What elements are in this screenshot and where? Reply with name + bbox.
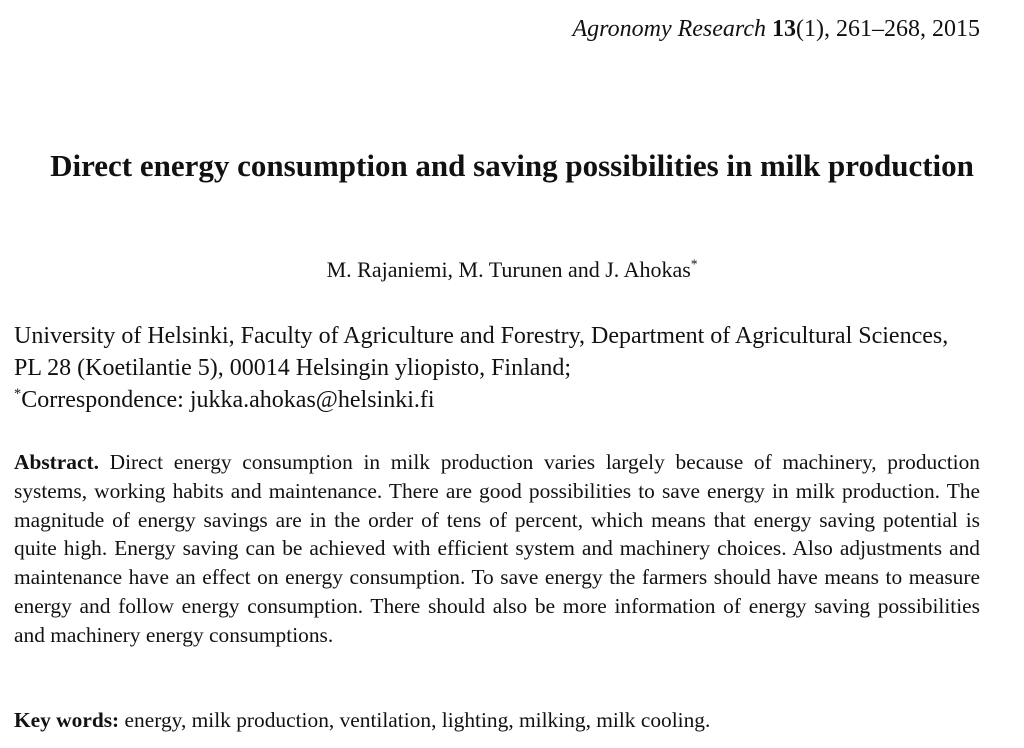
journal-name: Agronomy Research <box>572 16 767 42</box>
issue-pages-year: (1), 261–268, 2015 <box>796 16 980 42</box>
title: Direct energy consumption and saving pos… <box>50 148 974 183</box>
journal-header: Agronomy Research 13(1), 261–268, 2015 <box>573 16 980 43</box>
abstract: Abstract. Direct energy consumption in m… <box>14 448 980 650</box>
abstract-text: Direct energy consumption in milk produc… <box>14 450 980 647</box>
volume: 13 <box>772 16 797 42</box>
abstract-label: Abstract. <box>14 450 99 474</box>
affiliation: University of Helsinki, Faculty of Agric… <box>14 320 980 416</box>
affiliation-text: University of Helsinki, Faculty of Agric… <box>14 323 949 381</box>
correspondence-mark: * <box>14 386 22 402</box>
keywords-text: energy, milk production, ventilation, li… <box>124 708 711 732</box>
authors: M. Rajaniemi, M. Turunen and J. Ahokas* <box>0 257 1024 283</box>
correspondence: Correspondence: jukka.ahokas@helsinki.fi <box>21 387 435 413</box>
author-names: M. Rajaniemi, M. Turunen and J. Ahokas <box>326 257 691 282</box>
keywords: Key words: energy, milk production, vent… <box>14 708 980 733</box>
author-mark: * <box>690 256 698 272</box>
keywords-label: Key words: <box>14 708 120 732</box>
